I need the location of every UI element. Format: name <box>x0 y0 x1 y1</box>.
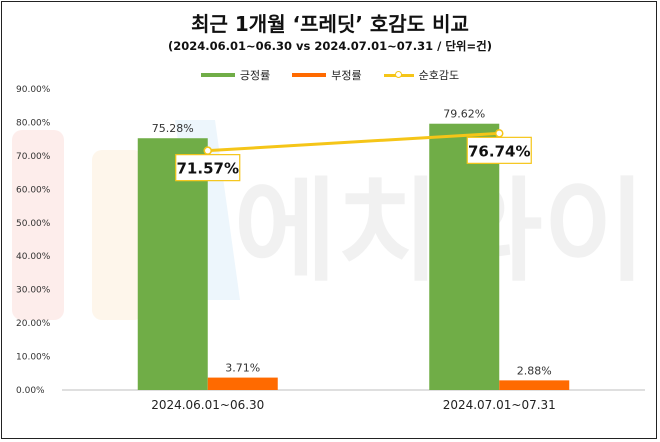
y-tick-label: 20.00% <box>16 319 51 329</box>
legend-label-positive: 긍정률 <box>239 69 271 82</box>
chart-title: 최근 1개월 ‘프레딧’ 호감도 비교 <box>191 12 469 36</box>
y-tick-label: 0.00% <box>16 386 45 396</box>
legend-item-positive: 긍정률 <box>200 67 271 83</box>
net-favorability-point <box>495 129 504 138</box>
bar-positive <box>429 123 500 390</box>
legend-label-net: 순호감도 <box>418 69 460 82</box>
legend-swatch-net <box>383 70 414 78</box>
y-tick-label: 50.00% <box>16 219 51 229</box>
y-tick-label: 10.00% <box>16 353 51 363</box>
y-tick-label: 90.00% <box>16 85 51 95</box>
net-favorability-label: 76.74% <box>468 142 530 160</box>
y-tick-label: 40.00% <box>16 252 51 262</box>
y-tick-label: 60.00% <box>16 185 51 195</box>
legend-swatch-negative <box>292 73 327 77</box>
bar-negative <box>499 380 570 390</box>
data-label-positive: 79.62% <box>443 108 485 121</box>
data-label-negative: 3.71% <box>225 362 260 375</box>
net-favorability-point <box>203 146 212 155</box>
y-tick-label: 30.00% <box>16 286 51 296</box>
data-label-positive: 75.28% <box>152 122 194 135</box>
x-tick-label: 2024.07.01~07.31 <box>443 398 556 412</box>
bar-negative <box>207 377 278 390</box>
y-tick-label: 70.00% <box>16 152 51 162</box>
data-label-negative: 2.88% <box>517 364 552 377</box>
legend-item-negative: 부정률 <box>292 67 362 83</box>
chart-subtitle: (2024.06.01~06.30 vs 2024.07.01~07.31 / … <box>168 39 492 53</box>
legend-label-negative: 부정률 <box>331 69 362 82</box>
net-favorability-label-box <box>175 154 241 182</box>
x-tick-label: 2024.06.01~06.30 <box>151 398 264 412</box>
net-favorability-label-box <box>466 136 532 164</box>
legend: 긍정률 부정률 순호감도 <box>0 67 660 83</box>
legend-swatch-positive <box>200 73 235 77</box>
net-favorability-line <box>207 131 500 153</box>
legend-item-net: 순호감도 <box>383 67 460 83</box>
net-favorability-label: 71.57% <box>177 160 239 178</box>
y-tick-label: 80.00% <box>16 118 51 128</box>
